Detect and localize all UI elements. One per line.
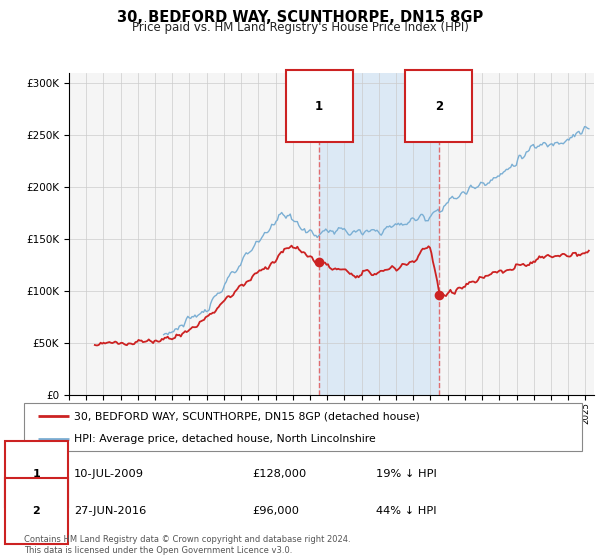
Text: £96,000: £96,000 xyxy=(253,506,300,516)
Bar xyxy=(319,73,439,395)
Text: Price paid vs. HM Land Registry's House Price Index (HPI): Price paid vs. HM Land Registry's House … xyxy=(131,21,469,34)
Text: Contains HM Land Registry data © Crown copyright and database right 2024.: Contains HM Land Registry data © Crown c… xyxy=(24,535,350,544)
Text: 27-JUN-2016: 27-JUN-2016 xyxy=(74,506,146,516)
Text: 19% ↓ HPI: 19% ↓ HPI xyxy=(376,469,436,479)
Text: £128,000: £128,000 xyxy=(253,469,307,479)
Text: 30, BEDFORD WAY, SCUNTHORPE, DN15 8GP (detached house): 30, BEDFORD WAY, SCUNTHORPE, DN15 8GP (d… xyxy=(74,411,420,421)
Text: 10-JUL-2009: 10-JUL-2009 xyxy=(74,469,144,479)
Text: 2: 2 xyxy=(32,506,40,516)
FancyBboxPatch shape xyxy=(24,403,582,451)
Text: 1: 1 xyxy=(32,469,40,479)
Text: 2: 2 xyxy=(435,100,443,113)
Text: HPI: Average price, detached house, North Lincolnshire: HPI: Average price, detached house, Nort… xyxy=(74,434,376,444)
Text: 30, BEDFORD WAY, SCUNTHORPE, DN15 8GP: 30, BEDFORD WAY, SCUNTHORPE, DN15 8GP xyxy=(117,10,483,25)
Text: 1: 1 xyxy=(315,100,323,113)
Text: 44% ↓ HPI: 44% ↓ HPI xyxy=(376,506,436,516)
Text: This data is licensed under the Open Government Licence v3.0.: This data is licensed under the Open Gov… xyxy=(24,547,292,556)
